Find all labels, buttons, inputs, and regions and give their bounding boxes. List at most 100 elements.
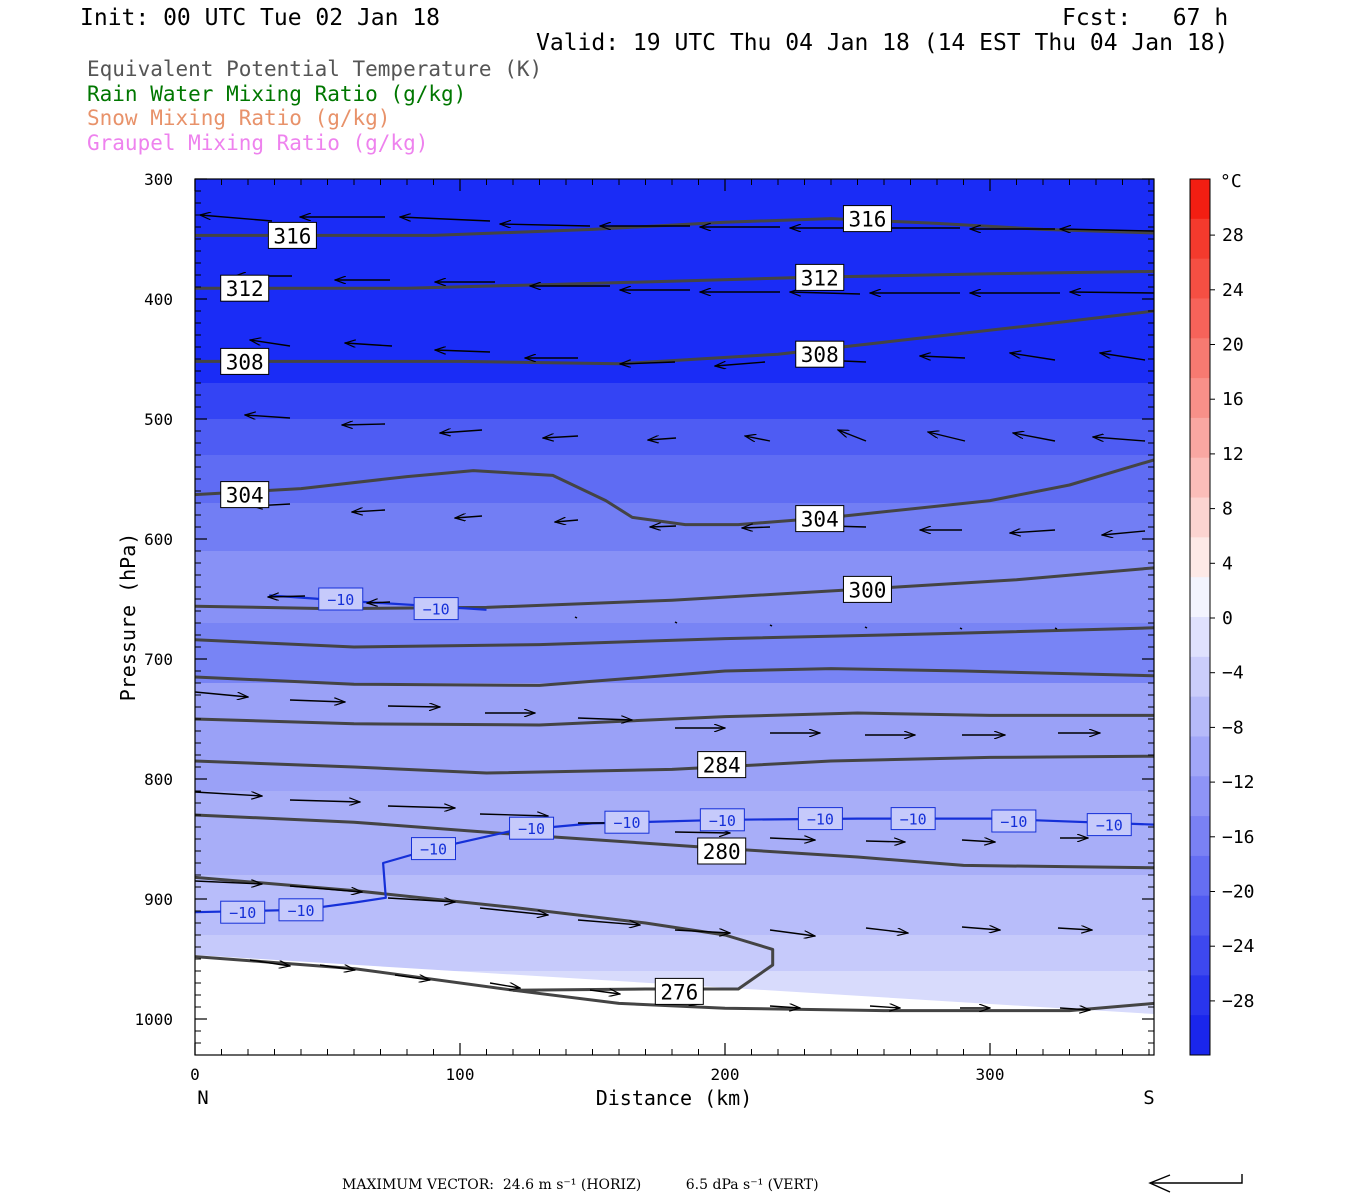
temp-label: −10 — [1096, 817, 1123, 835]
colorbar-segment — [1190, 855, 1210, 897]
colorbar-segment — [1190, 497, 1210, 538]
temp-minus10-line — [269, 594, 487, 611]
colorbar-tick-label: −28 — [1222, 991, 1255, 1012]
theta-e-contour-line — [195, 309, 1154, 366]
wind-vector — [319, 964, 355, 970]
y-tick-label: 1000 — [134, 1010, 173, 1029]
temp-label-box — [220, 900, 266, 924]
colorbar-segment — [1190, 338, 1210, 379]
wind-vector — [489, 983, 520, 988]
colorbar: 28 24 20 16 12 8 4 0 −4 −8 −12 −16 −20 −24 −28 — [1189, 178, 1255, 1056]
contour-label: 300 — [848, 578, 886, 602]
temperature-shading — [195, 179, 1154, 1055]
contour-label: 304 — [801, 508, 839, 532]
temp-label-box — [797, 807, 843, 831]
contour-label-box — [795, 340, 845, 368]
temp-label: −10 — [229, 904, 256, 922]
x-tick-label: 200 — [711, 1065, 740, 1084]
temperature-contours — [195, 594, 1154, 914]
colorbar-segment — [1190, 179, 1210, 220]
colorbar-segment — [1190, 417, 1210, 459]
theta-e-contour-line — [195, 667, 1154, 687]
wind-vector — [352, 510, 386, 512]
temp-label-box — [991, 809, 1037, 833]
wind-vector — [543, 436, 579, 438]
wind-vector — [387, 897, 455, 902]
wind-vector — [961, 927, 1000, 930]
y-tick-label: 500 — [144, 410, 173, 429]
theta-e-contour-line — [195, 754, 1154, 775]
colorbar-tick-label: 4 — [1222, 553, 1233, 574]
wind-vector — [555, 520, 579, 522]
wind-vector — [674, 832, 730, 833]
colorbar-segment — [1190, 895, 1210, 937]
wind-vector — [769, 838, 815, 840]
wind-vector — [195, 691, 248, 697]
theta-e-contours — [195, 217, 1154, 1013]
contour-label: 308 — [226, 350, 264, 374]
y-tick-label: 700 — [144, 650, 173, 669]
wind-vector — [268, 596, 306, 597]
x-tick-label: 0 — [190, 1065, 200, 1084]
contour-label: 312 — [226, 277, 264, 301]
temperature-band — [195, 503, 1154, 551]
colorbar-tick-label: 28 — [1222, 225, 1244, 246]
colorbar-segment — [1190, 935, 1210, 976]
wind-vector — [620, 362, 676, 364]
colorbar-segment — [1190, 1015, 1210, 1056]
contour-labels: 316 316 312 312 308 308 304 304 300 284 280 276 −10 −… — [220, 205, 1132, 1005]
colorbar-unit: °C — [1220, 171, 1242, 192]
colorbar-tick-label: −24 — [1222, 936, 1255, 957]
contour-label: 308 — [801, 343, 839, 367]
wind-vector — [394, 974, 430, 980]
temp-label-box — [413, 597, 459, 621]
plot-frame — [194, 178, 1155, 1056]
temp-label: −10 — [518, 820, 545, 838]
wind-vector — [342, 424, 386, 425]
colorbar-tick-label: −16 — [1222, 827, 1255, 848]
colorbar-segment — [1190, 577, 1210, 618]
wind-vector — [1100, 353, 1146, 361]
temperature-band — [195, 683, 1154, 791]
contour-label-box — [697, 751, 747, 779]
colorbar-segment — [1190, 975, 1210, 1016]
theta-e-contour-line — [195, 458, 1154, 527]
wind-vector — [440, 430, 483, 433]
wind-vector — [648, 438, 677, 440]
wind-vector — [1060, 229, 1154, 231]
wind-vector — [961, 840, 995, 842]
wind-vector-small — [959, 627, 963, 630]
wind-vectors — [195, 215, 1154, 1010]
colorbar-tick-label: 12 — [1222, 444, 1244, 465]
wind-vector — [745, 436, 771, 441]
x-right-end-label: S — [1143, 1087, 1154, 1109]
wind-vector — [367, 602, 391, 603]
y-axis-label: Pressure (hPa) — [116, 533, 140, 702]
wind-vector — [289, 700, 345, 702]
y-tick-label: 400 — [144, 290, 173, 309]
wind-vector — [1102, 531, 1146, 535]
temperature-band — [195, 383, 1154, 419]
wind-vector — [455, 516, 483, 518]
contour-label-box — [795, 505, 845, 533]
colorbar-segment — [1190, 298, 1210, 339]
y-tick-label: 600 — [144, 530, 173, 549]
temp-label-box — [318, 587, 364, 611]
colorbar-tick-label: 16 — [1222, 389, 1244, 410]
max-vector-note: MAXIMUM VECTOR: 24.6 m s⁻¹ (HORIZ) 6.5 d… — [342, 1177, 819, 1193]
x-tick-label: 100 — [446, 1065, 475, 1084]
colorbar-segment — [1190, 776, 1210, 817]
forecast-hour: Fcst: 67 h — [1062, 5, 1229, 31]
wind-vector — [769, 929, 815, 936]
wind-vector — [479, 907, 548, 915]
contour-label: 312 — [801, 266, 839, 290]
temp-label: −10 — [423, 601, 450, 619]
colorbar-frame — [1189, 178, 1211, 1056]
temp-label: −10 — [709, 812, 736, 830]
wind-vector — [195, 881, 262, 884]
wind-vector — [387, 706, 440, 707]
contour-label-box — [795, 263, 845, 291]
temp-label: −10 — [287, 902, 314, 920]
colorbar-tick-label: 20 — [1222, 335, 1244, 356]
colorbar-tick-label: −4 — [1222, 663, 1244, 684]
